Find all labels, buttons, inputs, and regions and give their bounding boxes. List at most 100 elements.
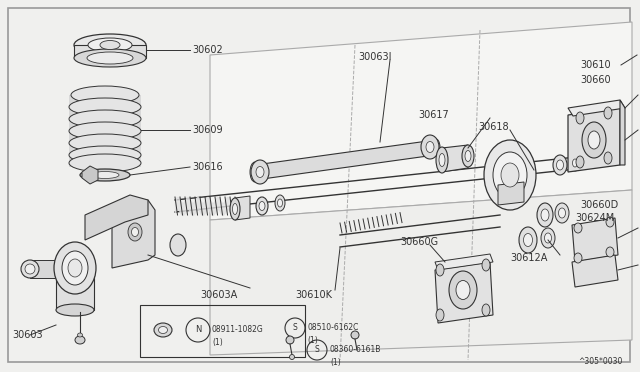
Text: (1): (1) (307, 337, 317, 346)
Ellipse shape (482, 259, 490, 271)
Text: 30660D: 30660D (580, 200, 618, 210)
Text: N: N (195, 326, 201, 334)
Ellipse shape (131, 228, 138, 237)
Ellipse shape (62, 251, 88, 285)
Ellipse shape (91, 171, 119, 179)
Ellipse shape (436, 264, 444, 276)
Polygon shape (498, 182, 524, 205)
Ellipse shape (286, 336, 294, 344)
Polygon shape (435, 254, 493, 270)
Text: 30624M: 30624M (575, 213, 614, 223)
Ellipse shape (430, 138, 440, 155)
Ellipse shape (436, 309, 444, 321)
Text: 30603A: 30603A (200, 290, 237, 300)
Ellipse shape (537, 203, 553, 227)
Ellipse shape (484, 140, 536, 210)
Polygon shape (255, 140, 435, 180)
Ellipse shape (69, 134, 141, 152)
Ellipse shape (256, 167, 264, 177)
Polygon shape (85, 195, 148, 240)
Ellipse shape (289, 355, 294, 359)
Ellipse shape (232, 203, 237, 215)
Ellipse shape (77, 333, 83, 337)
Text: ^305*0030: ^305*0030 (578, 357, 622, 366)
Ellipse shape (75, 336, 85, 344)
Text: (1): (1) (330, 359, 340, 368)
Polygon shape (69, 131, 141, 143)
Ellipse shape (69, 110, 141, 128)
Ellipse shape (74, 34, 146, 56)
Ellipse shape (574, 223, 582, 233)
Polygon shape (568, 108, 620, 172)
Ellipse shape (501, 163, 519, 187)
Ellipse shape (71, 86, 139, 104)
Ellipse shape (128, 223, 142, 241)
Ellipse shape (574, 253, 582, 263)
Ellipse shape (576, 112, 584, 124)
Polygon shape (210, 190, 632, 355)
Polygon shape (69, 95, 141, 107)
Polygon shape (74, 45, 146, 58)
Text: 08360-6161B: 08360-6161B (330, 346, 381, 355)
Ellipse shape (557, 160, 563, 170)
Ellipse shape (159, 327, 168, 334)
Ellipse shape (436, 147, 448, 173)
Polygon shape (69, 107, 141, 119)
Polygon shape (112, 200, 155, 268)
Ellipse shape (555, 203, 569, 223)
Ellipse shape (56, 304, 94, 316)
Polygon shape (572, 255, 618, 287)
Polygon shape (572, 218, 618, 262)
Ellipse shape (275, 195, 285, 211)
Ellipse shape (69, 122, 141, 140)
Text: 30660: 30660 (580, 75, 611, 85)
Ellipse shape (462, 145, 474, 167)
Ellipse shape (54, 242, 96, 294)
Ellipse shape (230, 198, 240, 220)
Text: (1): (1) (212, 339, 223, 347)
Ellipse shape (251, 160, 269, 184)
Ellipse shape (606, 217, 614, 227)
Polygon shape (210, 22, 632, 220)
Ellipse shape (69, 98, 141, 116)
Ellipse shape (278, 199, 282, 207)
Ellipse shape (588, 131, 600, 149)
Ellipse shape (582, 122, 606, 158)
Ellipse shape (553, 155, 567, 175)
Ellipse shape (426, 141, 434, 153)
Ellipse shape (541, 228, 555, 248)
Ellipse shape (69, 154, 141, 172)
Text: 30616: 30616 (192, 162, 223, 172)
Ellipse shape (449, 271, 477, 309)
Ellipse shape (573, 159, 577, 167)
Ellipse shape (25, 264, 35, 274)
Text: 30063I: 30063I (358, 52, 392, 62)
Text: 30609: 30609 (192, 125, 223, 135)
Text: 30612A: 30612A (510, 253, 547, 263)
Ellipse shape (576, 156, 584, 168)
Text: 30610: 30610 (580, 60, 611, 70)
Ellipse shape (439, 154, 445, 167)
Ellipse shape (456, 280, 470, 299)
Polygon shape (69, 143, 141, 155)
Polygon shape (30, 260, 60, 278)
Polygon shape (235, 196, 250, 220)
Bar (140, 305, 305, 357)
Text: S: S (315, 346, 319, 355)
Ellipse shape (256, 197, 268, 215)
Polygon shape (69, 155, 141, 167)
Ellipse shape (493, 152, 527, 198)
Ellipse shape (604, 152, 612, 164)
Polygon shape (620, 100, 625, 165)
Ellipse shape (88, 38, 132, 52)
Text: 30618: 30618 (478, 122, 509, 132)
Ellipse shape (259, 202, 265, 211)
Text: 30610K: 30610K (295, 290, 332, 300)
Ellipse shape (68, 259, 82, 277)
Ellipse shape (606, 247, 614, 257)
Polygon shape (435, 262, 493, 323)
Ellipse shape (100, 41, 120, 49)
Ellipse shape (80, 169, 130, 181)
Ellipse shape (559, 208, 566, 218)
Ellipse shape (69, 146, 141, 164)
